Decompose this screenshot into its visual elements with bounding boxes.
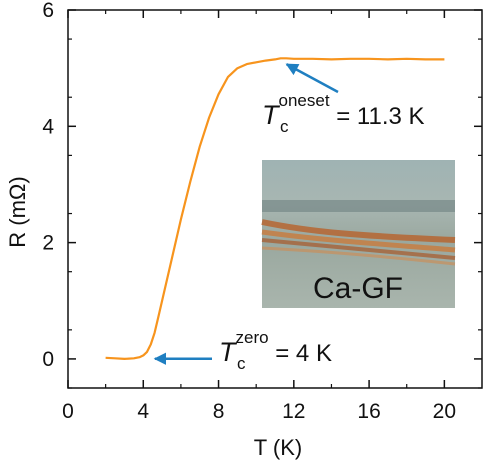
onset-subscript: c — [280, 117, 289, 136]
inset-fiber-2 — [261, 229, 456, 253]
inset-glass-edge — [262, 200, 455, 212]
inset-fiber-3 — [261, 238, 456, 260]
y-tick-label: 2 — [42, 232, 54, 255]
x-tick-label: 8 — [213, 400, 225, 423]
x-tick-label: 16 — [357, 400, 380, 423]
x-tick-label: 12 — [282, 400, 305, 423]
zero-annotation: Tzero = 4 K — [219, 328, 332, 367]
inset-label: Ca-GF — [313, 272, 403, 305]
y-tick-label: 0 — [42, 348, 54, 371]
y-axis-title: R (mΩ) — [5, 176, 30, 247]
onset-annotation: Toneset = 11.3 K — [262, 91, 425, 130]
inset-fiber-1 — [261, 219, 456, 243]
y-tick-label: 4 — [42, 115, 54, 138]
zero-subscript: c — [237, 354, 246, 373]
x-axis-title: T (K) — [254, 435, 302, 460]
resistance-curve — [105, 57, 445, 360]
axis-ticks: 0 4 8 12 16 20 0 2 4 6 — [42, 0, 482, 423]
inset-fiber-4 — [261, 246, 456, 266]
onset-arrow — [285, 63, 339, 94]
x-tick-label: 20 — [433, 400, 456, 423]
y-tick-label: 6 — [42, 0, 54, 22]
plot-frame — [67, 9, 483, 389]
x-tick-label: 4 — [137, 400, 149, 423]
inset-photo: Ca-GF — [261, 160, 456, 308]
x-tick-label: 0 — [62, 400, 74, 423]
